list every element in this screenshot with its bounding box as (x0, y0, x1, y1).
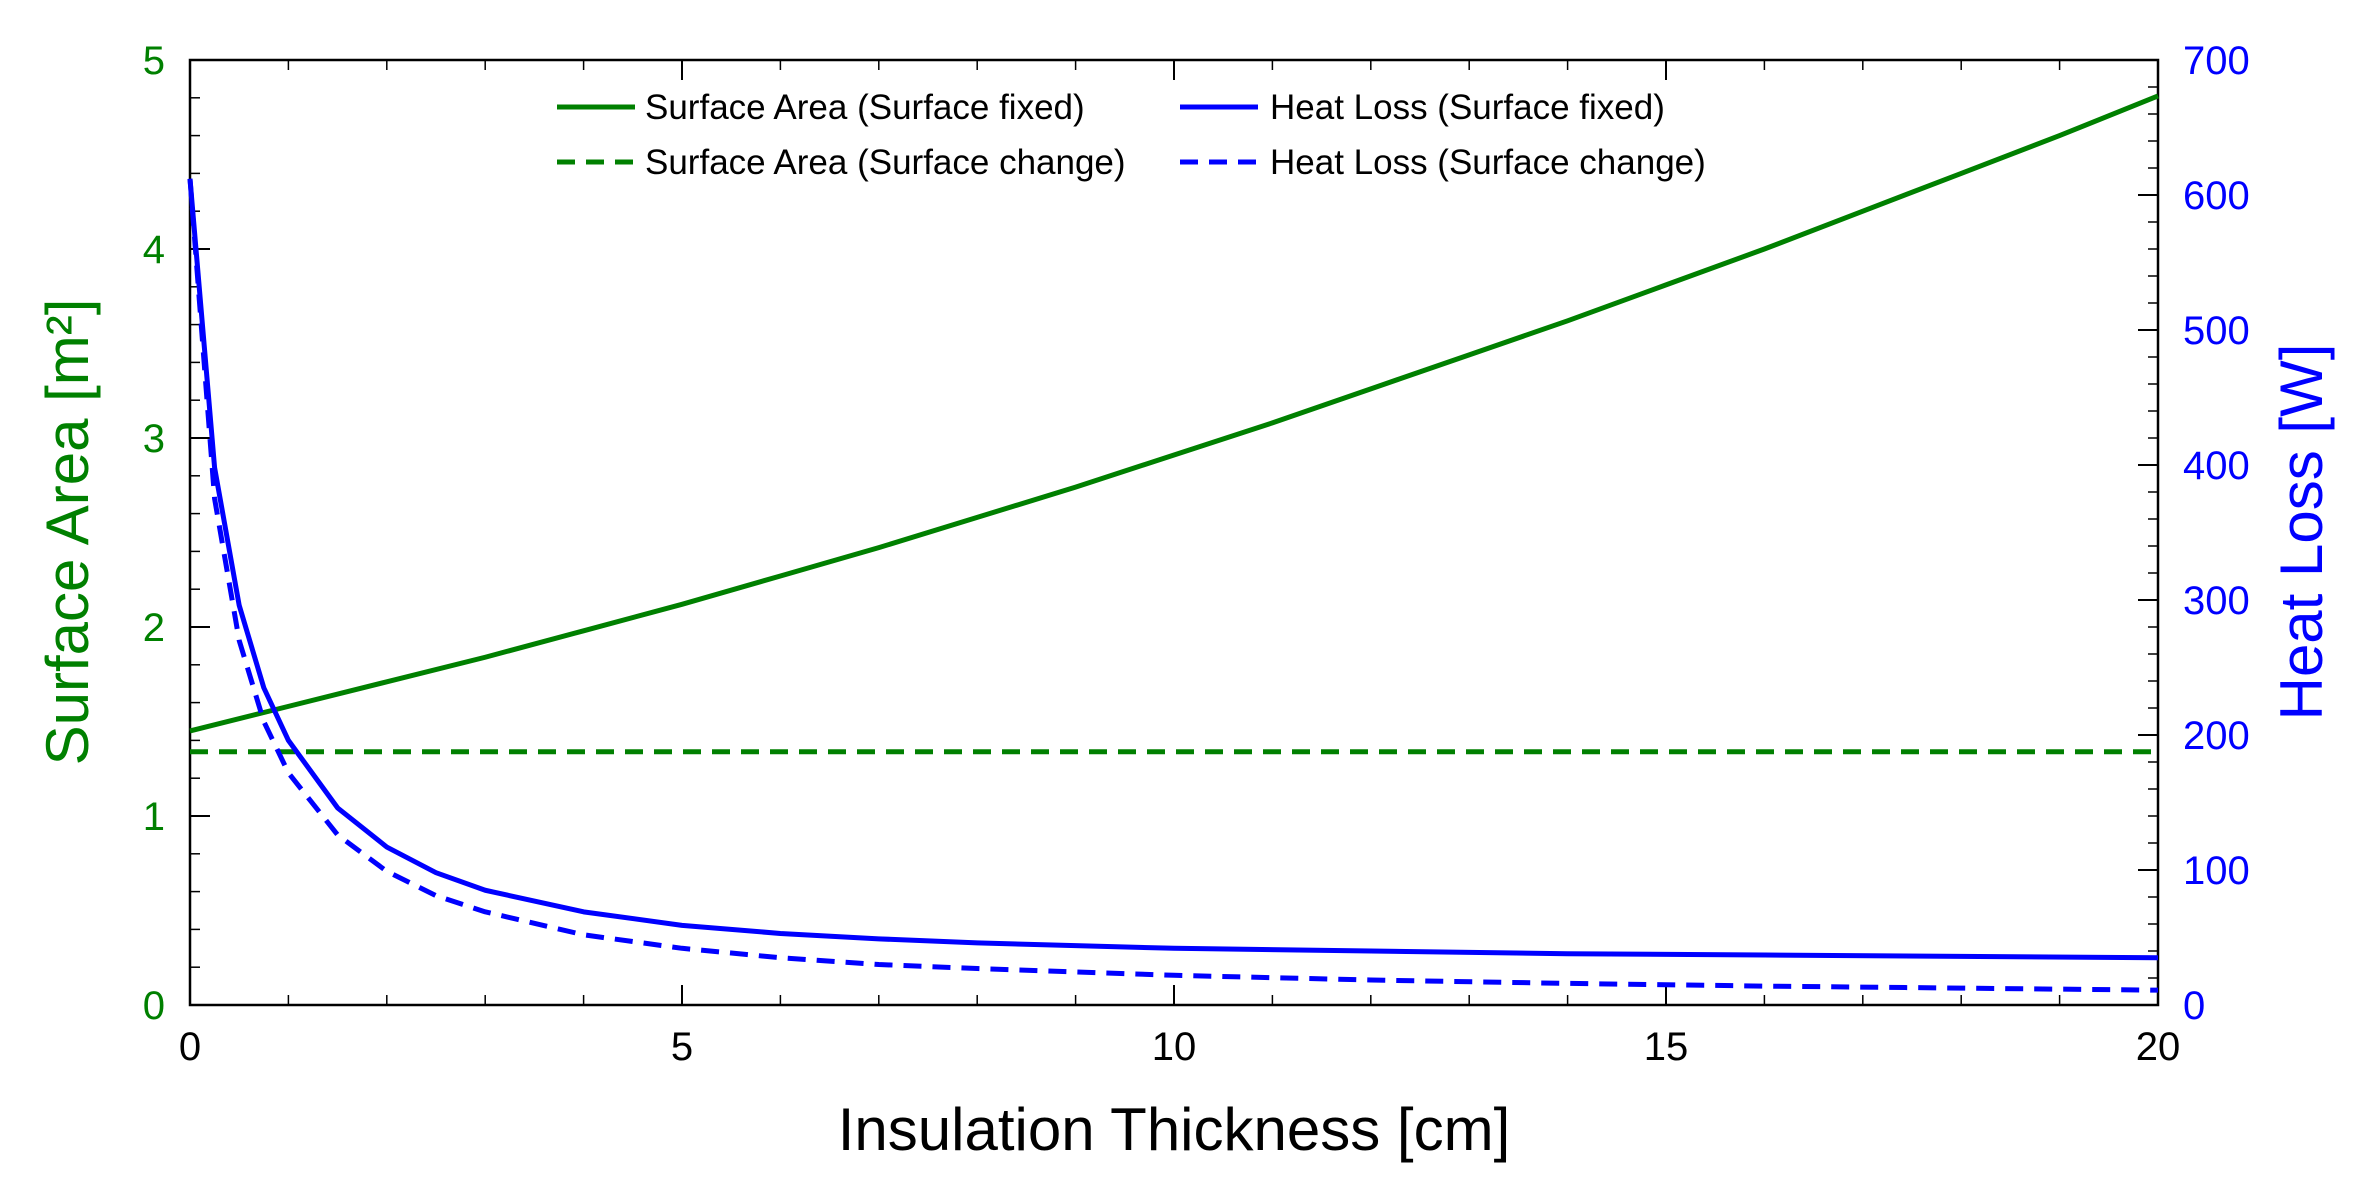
y-right-tick-label: 200 (2183, 714, 2250, 758)
y-right-tick-label: 300 (2183, 579, 2250, 623)
y-left-tick-label: 1 (143, 795, 165, 839)
x-tick-label: 10 (1152, 1025, 1197, 1069)
legend-label-surface-area-fixed: Surface Area (Surface fixed) (645, 88, 1085, 127)
x-axis-title: Insulation Thickness [cm] (838, 1096, 1511, 1163)
y-left-tick-label: 3 (143, 417, 165, 461)
series-line-heat-loss-surface-fixed (187, 178, 2159, 961)
plot-frame (188, 58, 2160, 1007)
y-left-tick-label: 0 (143, 984, 165, 1028)
legend: Surface Area (Surface fixed) Heat Loss (… (557, 88, 1706, 182)
y-right-tick-label: 100 (2183, 849, 2250, 893)
series-line-heat-loss-surface-change (187, 178, 2159, 993)
legend-label-surface-area-change: Surface Area (Surface change) (645, 143, 1126, 182)
y-right-axis-title: Heat Loss [W] (2268, 344, 2335, 721)
y-left-tick-label: 4 (143, 228, 165, 272)
y-right-tick-label: 500 (2183, 309, 2250, 353)
x-tick-label: 0 (179, 1025, 201, 1069)
legend-label-heat-loss-change: Heat Loss (Surface change) (1270, 143, 1706, 182)
series-line-surface-area-surface-fixed (189, 93, 2159, 734)
x-tick-label: 20 (2136, 1025, 2181, 1069)
series-layer (187, 93, 2159, 993)
x-tick-label: 5 (671, 1025, 693, 1069)
y-right-tick-label: 700 (2183, 39, 2250, 83)
legend-label-heat-loss-fixed: Heat Loss (Surface fixed) (1270, 88, 1665, 127)
y-left-tick-label: 2 (143, 606, 165, 650)
y-left-axis-title: Surface Area [m²] (34, 299, 101, 766)
y-right-tick-label: 0 (2183, 984, 2205, 1028)
y-right-tick-label: 400 (2183, 444, 2250, 488)
x-tick-label: 15 (1644, 1025, 1689, 1069)
y-right-tick-label: 600 (2183, 174, 2250, 218)
y-left-tick-label: 5 (143, 39, 165, 83)
